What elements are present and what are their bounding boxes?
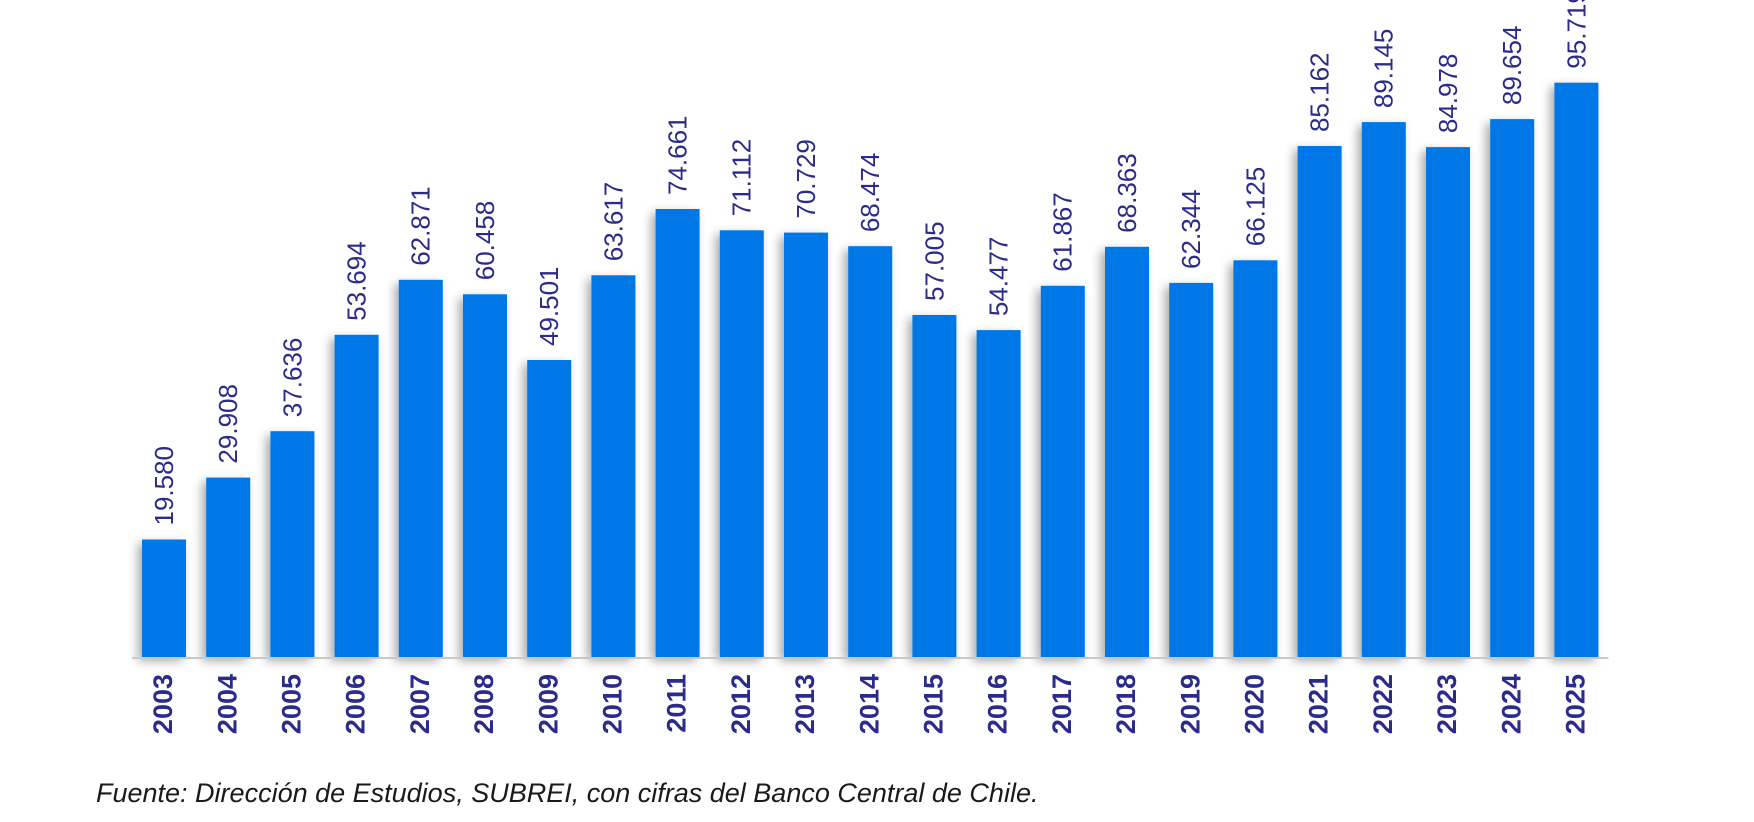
value-label-2017: 61.867 xyxy=(1048,192,1078,272)
value-label-2004: 29.908 xyxy=(213,384,243,464)
bar-2007 xyxy=(398,279,443,657)
value-label-2003: 19.580 xyxy=(149,446,179,526)
value-label-2009: 49.501 xyxy=(534,266,564,346)
category-label-2019: 2019 xyxy=(1175,674,1205,734)
category-label-2020: 2020 xyxy=(1240,674,1270,734)
category-label-2014: 2014 xyxy=(854,674,884,734)
value-label-2013: 70.729 xyxy=(791,139,821,219)
bar-2011 xyxy=(655,209,700,657)
value-label-2008: 60.458 xyxy=(470,201,500,281)
category-label-2005: 2005 xyxy=(277,674,307,734)
value-labels-group: 19.580 29.908 37.636 53.694 62.871 60.458 49.5… xyxy=(149,0,1591,526)
bar-2023 xyxy=(1426,147,1470,657)
value-label-2007: 62.871 xyxy=(406,186,436,266)
value-label-2019: 62.344 xyxy=(1176,189,1206,269)
bar-2014 xyxy=(848,246,893,657)
bar-2012 xyxy=(719,230,764,658)
bar-2004 xyxy=(206,477,251,657)
category-label-2008: 2008 xyxy=(469,674,499,734)
value-label-2011: 74.661 xyxy=(662,116,692,196)
bar-2024 xyxy=(1490,119,1535,658)
category-label-2003: 2003 xyxy=(148,674,178,734)
bar-2020 xyxy=(1233,260,1278,658)
category-label-2015: 2015 xyxy=(919,674,949,734)
category-label-2021: 2021 xyxy=(1304,674,1334,734)
source-note: Fuente: Dirección de Estudios, SUBREI, c… xyxy=(96,778,1039,808)
category-label-2007: 2007 xyxy=(405,674,435,734)
category-label-2012: 2012 xyxy=(726,674,756,734)
category-label-2022: 2022 xyxy=(1368,674,1398,734)
bar-2005 xyxy=(270,431,315,657)
value-label-2006: 53.694 xyxy=(341,241,371,321)
bar-2010 xyxy=(591,275,636,657)
value-label-2010: 63.617 xyxy=(598,182,628,262)
category-label-2004: 2004 xyxy=(212,674,242,734)
category-label-2024: 2024 xyxy=(1496,674,1526,734)
value-label-2025: 95.719 xyxy=(1561,0,1591,69)
bar-2019 xyxy=(1169,282,1214,657)
category-label-2010: 2010 xyxy=(598,674,628,734)
bar-2022 xyxy=(1361,122,1406,658)
value-label-2012: 71.112 xyxy=(727,139,757,217)
bar-2016 xyxy=(976,330,1021,657)
category-labels-group: 2003 2004 2005 2006 2007 2008 2009 2010 2011 2012… xyxy=(148,674,1590,734)
value-label-2023: 84.978 xyxy=(1433,54,1463,134)
category-label-2025: 2025 xyxy=(1561,674,1591,734)
category-label-2018: 2018 xyxy=(1111,674,1141,734)
bar-2015 xyxy=(912,315,957,657)
bar-2017 xyxy=(1040,285,1085,657)
bar-2013 xyxy=(784,232,828,657)
bar-2003 xyxy=(142,539,186,657)
bars-group xyxy=(142,82,1599,658)
category-label-2013: 2013 xyxy=(790,674,820,734)
category-label-2006: 2006 xyxy=(341,674,371,734)
bar-2025 xyxy=(1554,82,1599,657)
bar-2021 xyxy=(1297,146,1342,657)
bar-2009 xyxy=(527,360,572,657)
bar-2018 xyxy=(1105,246,1149,658)
category-label-2023: 2023 xyxy=(1432,674,1462,734)
value-label-2018: 68.363 xyxy=(1112,153,1142,233)
value-label-2015: 57.005 xyxy=(919,221,949,301)
value-label-2022: 89.145 xyxy=(1369,29,1399,109)
category-label-2009: 2009 xyxy=(533,674,563,734)
bar-2008 xyxy=(463,294,507,657)
value-label-2020: 66.125 xyxy=(1240,167,1270,247)
value-label-2016: 54.477 xyxy=(983,237,1013,317)
category-label-2016: 2016 xyxy=(983,674,1013,734)
value-label-2005: 37.636 xyxy=(277,338,307,418)
value-label-2014: 68.474 xyxy=(855,153,885,233)
bar-2006 xyxy=(334,334,379,657)
category-label-2011: 2011 xyxy=(662,674,692,733)
value-label-2024: 89.654 xyxy=(1497,26,1527,106)
value-label-2021: 85.162 xyxy=(1304,52,1334,132)
category-label-2017: 2017 xyxy=(1047,674,1077,734)
